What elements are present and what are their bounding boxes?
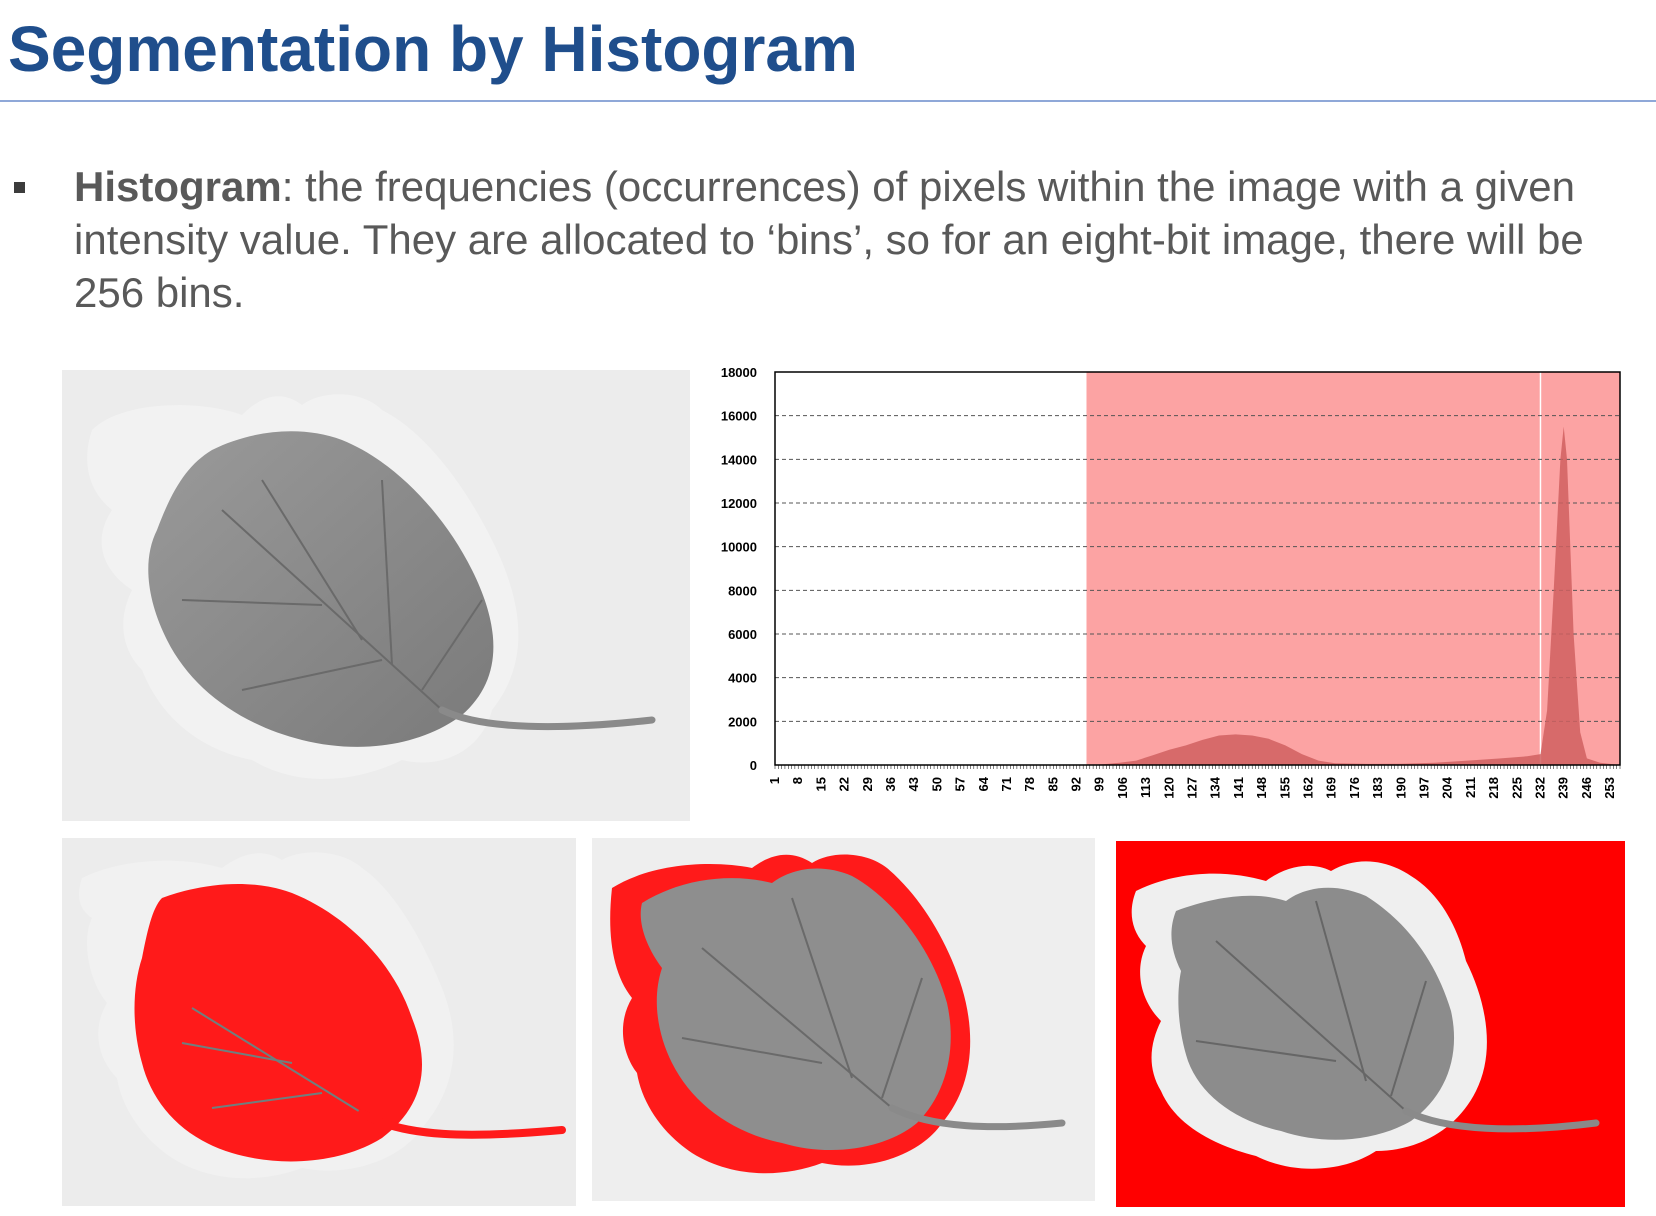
histogram-svg: 0 2000 4000 6000 8000 10000 12000 14000 16000 180… <box>721 365 1621 799</box>
bullet-definition: : the frequencies (occurrences) of pixel… <box>74 163 1584 316</box>
slide-title: Segmentation by Histogram <box>8 13 858 85</box>
shaded-range-0 <box>1086 372 1541 765</box>
leaf-stem <box>1402 1107 1600 1133</box>
leaf-original-graphic <box>87 394 656 779</box>
x-tick-label-15: 15 <box>813 777 828 791</box>
leaf-veins <box>181 1007 363 1114</box>
x-tick-label-43: 43 <box>906 777 921 791</box>
x-tick-label-197: 197 <box>1416 777 1431 799</box>
y-tick-label-4000: 4000 <box>728 671 757 686</box>
leaf-body <box>148 431 494 747</box>
x-tick-label-169: 169 <box>1324 777 1339 799</box>
histogram-chart: 0 2000 4000 6000 8000 10000 12000 14000 16000 180… <box>700 360 1630 820</box>
x-tick-label-22: 22 <box>837 777 852 791</box>
y-tick-label-6000: 6000 <box>728 627 757 642</box>
x-tick-label-29: 29 <box>860 777 875 791</box>
x-tick-label-57: 57 <box>953 777 968 791</box>
y-tick-label-0: 0 <box>750 758 757 773</box>
x-tick-label-106: 106 <box>1115 777 1130 799</box>
x-tick-label-253: 253 <box>1602 777 1617 799</box>
x-tick-label-239: 239 <box>1556 777 1571 799</box>
x-tick-label-176: 176 <box>1347 777 1362 799</box>
x-tick-label-85: 85 <box>1045 777 1060 791</box>
x-tick-label-225: 225 <box>1509 777 1524 799</box>
x-tick-label-113: 113 <box>1138 777 1153 798</box>
x-tick-label-1: 1 <box>767 777 782 784</box>
leaf-original-image <box>62 370 690 821</box>
leaf-body <box>640 868 951 1151</box>
leaf-stem <box>438 706 656 731</box>
y-tick-label-18000: 18000 <box>721 365 757 380</box>
x-tick-label-64: 64 <box>976 776 991 791</box>
x-tick-label-246: 246 <box>1579 777 1594 799</box>
x-tick-label-50: 50 <box>929 777 944 791</box>
y-tick-label-10000: 10000 <box>721 540 757 555</box>
bullet-paragraph: Histogram: the frequencies (occurrences)… <box>74 160 1594 319</box>
x-tick-label-148: 148 <box>1254 777 1269 799</box>
leaf-seg2-graphic <box>610 854 1066 1174</box>
leaf-body <box>1171 887 1455 1140</box>
x-tick-label-134: 134 <box>1208 776 1223 798</box>
title-divider <box>0 100 1656 102</box>
x-tick-label-204: 204 <box>1440 776 1455 798</box>
leaf-stem <box>888 1104 1066 1131</box>
x-tick-label-141: 141 <box>1231 777 1246 799</box>
x-tick-label-127: 127 <box>1185 777 1200 799</box>
x-tick-label-120: 120 <box>1161 777 1176 799</box>
x-tick-label-211: 211 <box>1463 777 1478 798</box>
bullet-term: Histogram <box>74 163 282 210</box>
leaf-stem <box>358 1109 566 1139</box>
y-tick-label-12000: 12000 <box>721 496 757 511</box>
y-tick-label-2000: 2000 <box>728 714 757 729</box>
x-tick-label-92: 92 <box>1069 777 1084 791</box>
x-tick-label-78: 78 <box>1022 777 1037 791</box>
x-tick-label-99: 99 <box>1092 777 1107 791</box>
y-tick-label-16000: 16000 <box>721 409 757 424</box>
leaf-segmented-edges-image <box>592 838 1095 1201</box>
leaf-segmented-midtones-image <box>62 838 576 1206</box>
x-tick-label-71: 71 <box>999 777 1014 791</box>
x-tick-label-8: 8 <box>790 777 805 784</box>
x-tick-label-36: 36 <box>883 777 898 791</box>
y-tick-label-8000: 8000 <box>728 583 757 598</box>
x-tick-label-218: 218 <box>1486 777 1501 799</box>
bullet-square-icon <box>14 182 25 193</box>
plot-frame <box>774 371 1621 766</box>
leaf-veins <box>181 479 483 711</box>
x-tick-label-190: 190 <box>1393 777 1408 799</box>
leaf-segmented-background-image <box>1116 841 1625 1207</box>
x-tick-label-155: 155 <box>1277 777 1292 799</box>
y-tick-label-14000: 14000 <box>721 452 757 467</box>
leaf-veins <box>1195 900 1427 1112</box>
x-tick-label-232: 232 <box>1532 777 1547 799</box>
leaf-veins <box>681 897 923 1109</box>
leaf-seg3-graphic <box>1131 861 1600 1169</box>
x-tick-label-183: 183 <box>1370 777 1385 799</box>
leaf-seg1-graphic <box>79 852 566 1179</box>
leaf-red-region <box>134 883 422 1162</box>
x-tick-label-162: 162 <box>1301 777 1316 799</box>
